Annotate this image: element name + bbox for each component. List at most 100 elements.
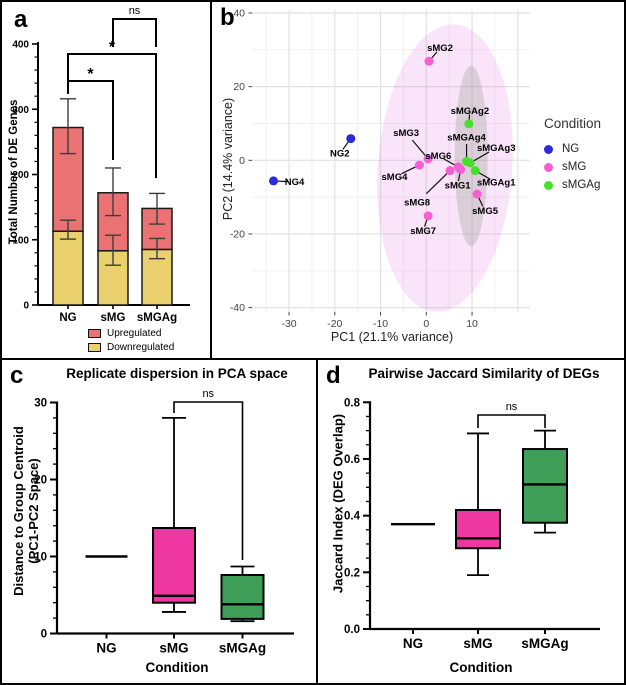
point-label-sMGAg3: sMGAg3 [477, 143, 516, 154]
smgag-label: sMGAg [562, 179, 601, 191]
svg-c-category-label: sMGAg [219, 641, 266, 656]
b-x-tick-label: -30 [281, 318, 296, 330]
point-sMG4 [414, 160, 424, 170]
upregulated-label: Upregulated [107, 328, 162, 339]
point-label-sMG1: sMG1 [445, 181, 472, 192]
ng-label: NG [562, 143, 580, 155]
svg-c-category-label: sMG [159, 641, 188, 656]
svg-c-y-tick-label: 10 [34, 552, 47, 564]
point-label-NG2: NG2 [330, 149, 350, 160]
ellipse-sMG [377, 24, 513, 312]
legend-item-smgag: sMGAg [544, 176, 601, 194]
b-x-tick-label: 0 [423, 318, 429, 330]
panel-a-chart: 0 100 200 300 400 NG sMG sMGAg * * ns [12, 5, 190, 324]
point-sMG7 [423, 211, 433, 221]
panel-a-legend: Upregulated Downregulated [88, 328, 174, 353]
panel-d-x-axis-label: Condition [449, 660, 513, 675]
a-y-tick-label: 300 [12, 105, 29, 116]
panel-c-letter: c [10, 362, 24, 389]
significance-bracket [67, 53, 157, 178]
point-sMG2 [424, 56, 434, 66]
a-category-label: sMG [101, 312, 126, 324]
panel-d: d Pairwise Jaccard Similarity of DEGs 0.… [318, 358, 624, 683]
panel-d-letter: d [326, 362, 341, 389]
condition-legend: Condition NG sMG sMGAg [544, 116, 601, 194]
panel-b-pca-plot: -30 -20 -10 0 10 -40 -20 0 20 40 NG4 NG2 sMG2 sMG3 sMG… [230, 7, 530, 330]
point-NG4 [268, 176, 278, 186]
a-y-tick-label: 100 [12, 235, 29, 246]
point-NG2 [346, 134, 356, 144]
panel-b-y-axis-label: PC2 (14.4% variance) [221, 97, 235, 221]
downregulated-label: Downregulated [107, 342, 175, 353]
point-sMG3 [423, 154, 433, 164]
point-label-sMG6: sMG6 [425, 151, 451, 162]
point-sMG1 [456, 165, 466, 175]
smgag-dot [544, 180, 553, 190]
panel-d-title: Pairwise Jaccard Similarity of DEGs [368, 366, 600, 381]
panel-b: b -30 -20 -10 0 10 -40 -20 0 20 40 NG4 NG2 sMG2 sMG3 s… [212, 2, 624, 358]
ng-dot [544, 144, 553, 154]
bar-downregulated-NG [52, 230, 84, 306]
panel-c-title: Replicate dispersion in PCA space [66, 366, 288, 381]
b-x-tick-label: 10 [466, 318, 478, 330]
legend-title: Condition [544, 116, 602, 131]
point-sMGAg3 [465, 158, 475, 168]
ellipse-sMGAg [454, 65, 488, 247]
point-label-NG4: NG4 [285, 177, 305, 188]
svg-d-category-label: sMG [463, 636, 492, 651]
b-x-tick-label: -10 [373, 318, 388, 330]
b-y-tick-label: 0 [239, 155, 245, 167]
panel-d-boxplot: 0.0 0.2 0.4 0.6 0.8 NG sMG sMGAg ns [344, 397, 600, 651]
panel-a-letter: a [14, 6, 28, 33]
point-label-sMGAg4: sMGAg4 [447, 132, 486, 143]
b-y-tick-label: -40 [230, 302, 245, 314]
svg-c-y-tick-label: 30 [34, 398, 47, 410]
legend-item-smg: sMG [544, 158, 601, 176]
downregulated-swatch [88, 343, 101, 352]
legend-item-upregulated: Upregulated [88, 328, 174, 339]
point-sMGAg1 [470, 166, 480, 176]
significance-label: * [109, 39, 116, 56]
box-sMGAg [220, 573, 265, 620]
panel-c-y-axis-label-line1: Distance to Group Centroid [11, 426, 26, 596]
point-label-sMGAg1: sMGAg1 [477, 178, 516, 189]
panel-c-y-axis-label-line2: (PC1-PC2 Space) [26, 458, 41, 564]
point-sMG8 [445, 166, 455, 176]
panel-b-x-axis-label: PC1 (21.1% variance) [330, 330, 454, 344]
a-y-tick-label: 0 [23, 301, 29, 312]
significance-bracket [112, 18, 157, 47]
svg-d-y-tick-label: 0.6 [344, 454, 360, 466]
svg-d-y-tick-label: 0.0 [344, 624, 360, 636]
panel-c: c Replicate dispersion in PCA space 0 10 2… [2, 358, 318, 683]
point-label-sMG2: sMG2 [427, 43, 453, 54]
significance-bracket [67, 80, 114, 160]
box-sMGAg [522, 448, 568, 524]
svg-c-y-tick-label: 20 [34, 475, 47, 487]
svg-d-y-tick-label: 0.8 [344, 397, 361, 409]
panel-b-letter: b [220, 4, 235, 31]
svg-d-y-tick-label: 0.4 [344, 511, 361, 523]
point-label-sMG4: sMG4 [382, 172, 409, 183]
significance-label: ns [506, 401, 518, 413]
panel-a: a 0 100 200 300 400 NG sMG sMGAg * * ns Total Numb… [2, 2, 212, 358]
a-y-tick-label: 400 [12, 40, 29, 51]
box-sMG [455, 508, 501, 550]
svg-d-category-label: sMGAg [521, 636, 568, 651]
significance-label: * [87, 66, 94, 83]
svg-c-category-label: NG [96, 641, 116, 656]
significance-bracket [173, 401, 244, 560]
upregulated-swatch [88, 329, 101, 338]
a-category-label: sMGAg [137, 312, 177, 324]
smg-dot [544, 162, 553, 172]
point-label-sMGAg2: sMGAg2 [451, 106, 490, 117]
point-label-sMG5: sMG5 [472, 206, 499, 217]
b-x-tick-label: -20 [327, 318, 342, 330]
point-label-sMG7: sMG7 [410, 226, 436, 237]
b-y-tick-label: 20 [233, 81, 245, 93]
point-sMG5 [472, 189, 482, 199]
panel-c-boxplot: 0 10 20 30 NG sMG sMGAg ns [34, 388, 294, 656]
legend-item-ng: NG [544, 140, 601, 158]
panel-d-y-axis-label: Jaccard Index (DEG Overlap) [330, 413, 346, 594]
b-y-tick-label: 40 [233, 7, 245, 19]
